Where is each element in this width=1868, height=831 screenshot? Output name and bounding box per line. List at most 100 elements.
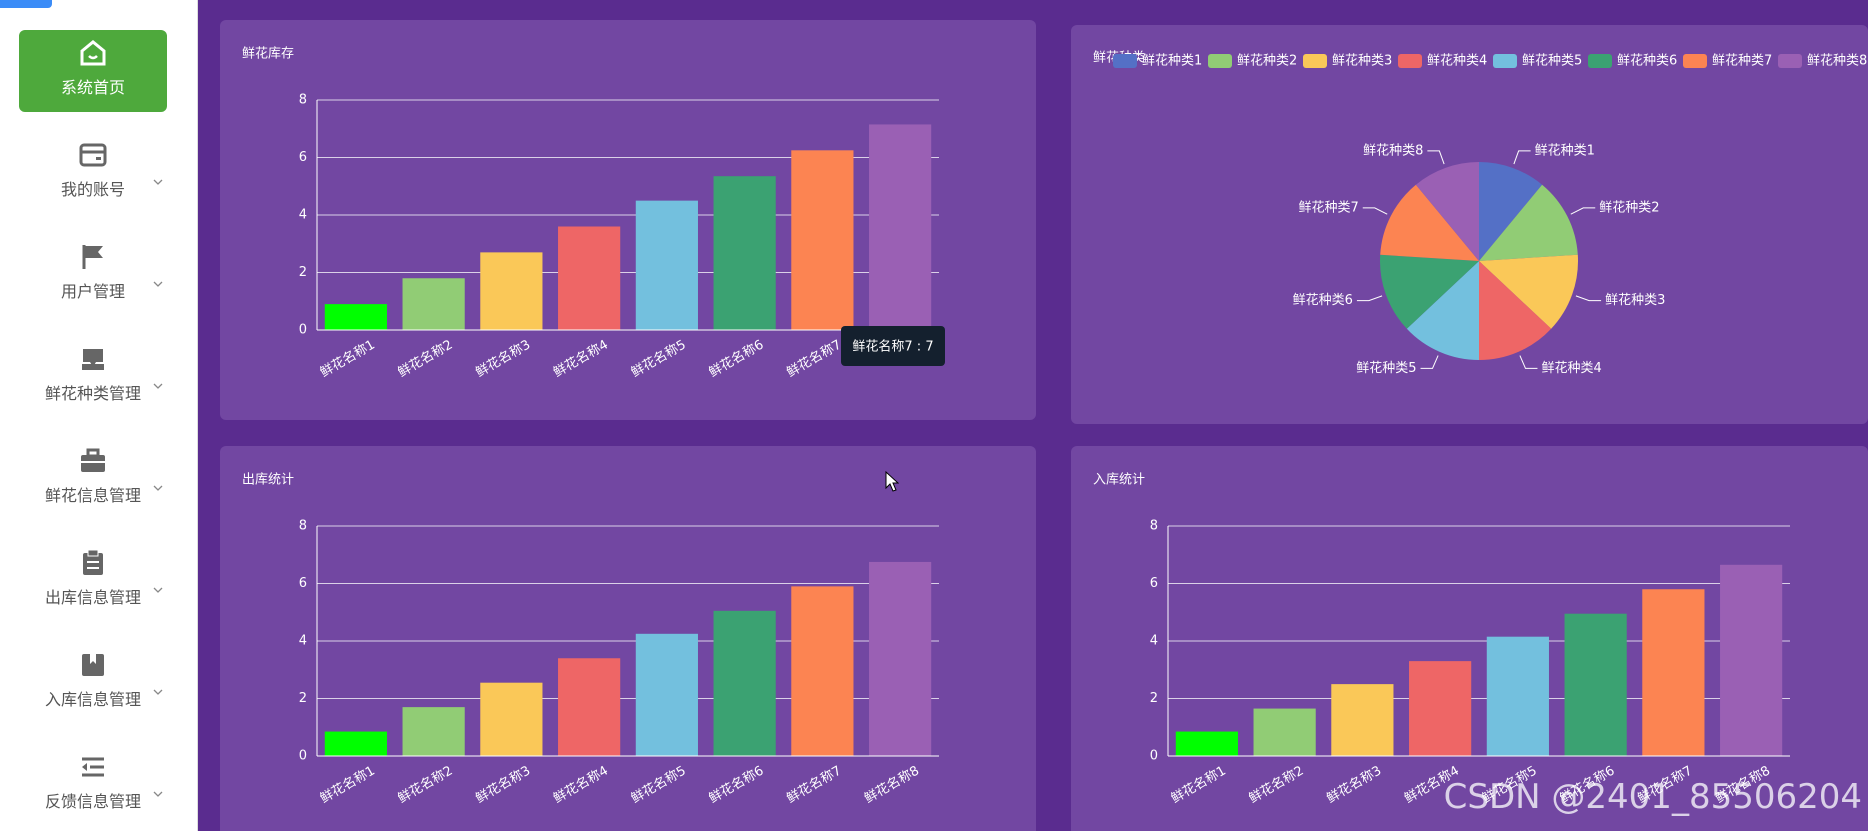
leader-line: [1570, 207, 1596, 215]
legend-label: 鲜花种类6: [1617, 53, 1677, 69]
bar: [324, 731, 387, 756]
bar: [635, 633, 698, 756]
slice-label: 鲜花种类6: [1293, 292, 1353, 308]
top-tab[interactable]: [0, 0, 52, 8]
pie-slice: [1479, 184, 1578, 261]
leader-line: [1575, 295, 1602, 302]
bar: [1486, 636, 1549, 756]
menu-label: 入库信息管理: [44, 690, 141, 709]
menu-icon: [82, 654, 104, 676]
x-tick-label: 鲜花名称2: [395, 763, 455, 807]
cursor: [885, 471, 899, 492]
menu-item[interactable]: 我的账号: [19, 132, 167, 214]
bar: [1253, 708, 1316, 756]
panel: 鲜花库存 0 2 4 6 8 鲜花名称1 鲜花名称2 鲜花名称3 鲜花名称4 鲜花名称5 鲜花名称6 鲜…: [220, 20, 1036, 420]
chart: 鲜花库存 0 2 4 6 8 鲜花名称1 鲜花名称2 鲜花名称3 鲜花名称4 鲜花名称5 鲜花名称6 鲜…: [242, 46, 945, 381]
menu-item[interactable]: 入库信息管理: [19, 642, 167, 724]
menu-label: 我的账号: [60, 180, 125, 199]
bar: [635, 200, 698, 330]
chevron: [153, 791, 163, 797]
x-tick-label: 鲜花名称7: [784, 337, 844, 381]
menu-item[interactable]: 出库信息管理: [19, 540, 167, 622]
menu-icon: [79, 143, 107, 167]
sidebar: 系统首页我的账号用户管理鲜花种类管理鲜花信息管理出库信息管理入库信息管理反馈信息…: [0, 0, 198, 831]
menu-label: 鲜花信息管理: [44, 486, 141, 505]
menu-item[interactable]: 用户管理: [19, 234, 167, 316]
y-tick-label: 8: [299, 93, 307, 108]
y-tick-label: 0: [299, 323, 307, 338]
slice-label: 鲜花种类2: [1599, 199, 1659, 215]
x-tick-label: 鲜花名称2: [395, 337, 455, 381]
bar: [402, 707, 465, 756]
chart-title: 入库统计: [1093, 472, 1145, 488]
panel: 入库统计 0 2 4 6 8 鲜花名称1 鲜花名称2 鲜花名称3 鲜花名称4 鲜花名称5 鲜花名称6 鲜…: [1071, 446, 1868, 831]
x-tick-label: 鲜花名称2: [1246, 763, 1306, 807]
legend-label: 鲜花种类7: [1712, 53, 1772, 69]
pie-slice: [1380, 254, 1479, 329]
bar: [713, 610, 776, 756]
x-tick-label: 鲜花名称6: [706, 337, 766, 381]
menu-icon: [82, 349, 104, 370]
menu-icon: [83, 549, 103, 575]
menu-item[interactable]: 系统首页: [19, 30, 167, 112]
pie-slice: [1479, 261, 1552, 360]
legend-swatch: [1493, 54, 1517, 68]
x-tick-label: 鲜花名称8: [862, 763, 922, 807]
x-tick-label: 鲜花名称7: [784, 763, 844, 807]
legend-swatch: [1778, 54, 1802, 68]
legend-swatch: [1683, 54, 1707, 68]
bar: [324, 304, 387, 330]
menu-label: 用户管理: [60, 282, 125, 301]
y-tick-label: 4: [299, 208, 307, 223]
legend-label: 鲜花种类8: [1807, 53, 1867, 69]
legend-label: 鲜花种类5: [1522, 53, 1582, 69]
chart-title: 鲜花库存: [242, 46, 294, 62]
chart: 鲜花种类鲜花种类1鲜花种类2鲜花种类3鲜花种类4鲜花种类5鲜花种类6鲜花种类7鲜…: [1093, 50, 1867, 376]
y-tick-label: 8: [299, 519, 307, 534]
y-tick-label: 0: [299, 749, 307, 764]
menu-icon: [82, 245, 103, 269]
bar: [713, 176, 776, 330]
legend-label: 鲜花种类3: [1332, 53, 1392, 69]
bar: [1175, 731, 1238, 756]
x-tick-label: 鲜花名称3: [473, 337, 533, 381]
pie-slice: [1406, 261, 1479, 360]
bar: [1331, 684, 1394, 756]
legend-swatch: [1398, 54, 1422, 68]
y-tick-label: 0: [1150, 749, 1158, 764]
x-tick-label: 鲜花名称3: [1324, 763, 1384, 807]
menu-icon: [81, 448, 105, 472]
pie-slice: [1415, 162, 1479, 261]
x-tick-label: 鲜花名称3: [473, 763, 533, 807]
tooltip-box: [841, 326, 945, 366]
bar: [791, 150, 854, 330]
x-tick-label: 鲜花名称4: [551, 337, 611, 381]
pie-slice: [1380, 184, 1479, 261]
y-tick-label: 6: [299, 576, 307, 591]
bar: [480, 252, 543, 330]
chevron: [153, 179, 163, 185]
y-tick-label: 2: [299, 265, 307, 280]
slice-label: 鲜花种类7: [1298, 199, 1358, 215]
chevron: [153, 281, 163, 287]
x-tick-label: 鲜花名称6: [706, 763, 766, 807]
leader-line: [1513, 150, 1531, 165]
x-tick-label: 鲜花名称4: [551, 763, 611, 807]
leader-line: [1427, 150, 1445, 165]
menu-item[interactable]: 反馈信息管理: [19, 744, 167, 826]
legend-swatch: [1208, 54, 1232, 68]
bar: [1642, 589, 1705, 756]
legend-swatch: [1303, 54, 1327, 68]
bar: [480, 682, 543, 756]
menu-label: 系统首页: [60, 78, 125, 97]
chart: 出库统计 0 2 4 6 8 鲜花名称1 鲜花名称2 鲜花名称3 鲜花名称4 鲜花名称5 鲜花名称6 鲜…: [242, 472, 939, 807]
legend-swatch: [1113, 54, 1137, 68]
menu-item[interactable]: 鲜花信息管理: [19, 438, 167, 520]
leader-line: [1420, 355, 1439, 369]
chevron: [153, 383, 163, 389]
chevron: [153, 689, 163, 695]
menu-item[interactable]: 鲜花种类管理: [19, 336, 167, 418]
y-tick-label: 6: [1150, 576, 1158, 591]
